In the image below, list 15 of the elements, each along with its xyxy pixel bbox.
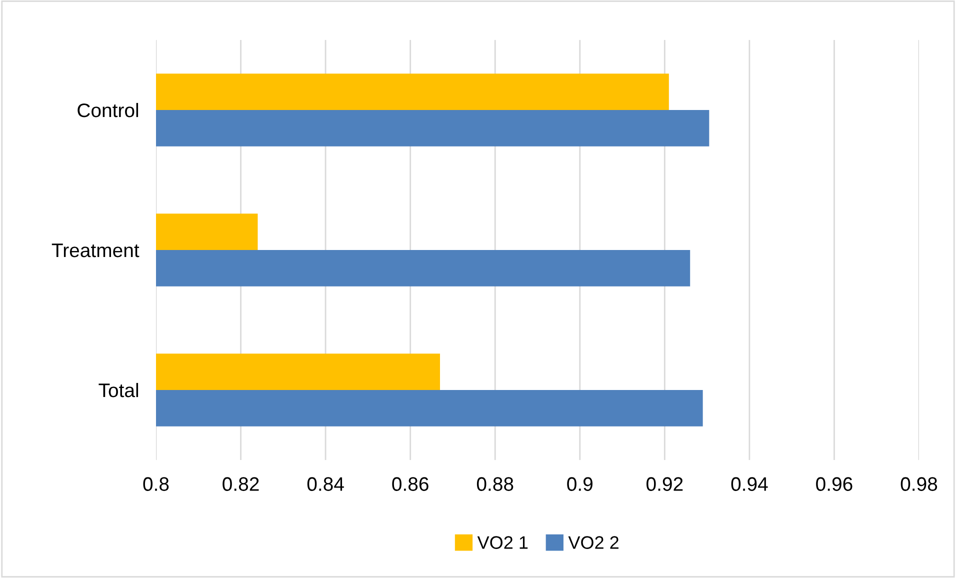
y-tick-label: Total [98, 382, 138, 398]
legend-label: VO2 2 [568, 536, 618, 549]
y-tick-label: Control [78, 102, 138, 118]
x-tick-label: 0.84 [307, 477, 344, 491]
x-tick-label: 0.96 [816, 477, 852, 491]
x-tick-label: 0.92 [646, 477, 683, 491]
x-tick-label: 0.98 [900, 477, 938, 491]
x-tick-label: 0.94 [731, 477, 768, 491]
legend-label: VO2 1 [477, 536, 528, 549]
x-tick-label: 0.82 [222, 477, 259, 491]
x-tick-label: 0.9 [567, 477, 592, 491]
y-tick-label: Treatment [52, 244, 140, 258]
x-tick-label: 0.88 [476, 477, 514, 491]
x-tick-label: 0.86 [392, 477, 428, 491]
x-tick-label: 0.8 [143, 477, 169, 491]
